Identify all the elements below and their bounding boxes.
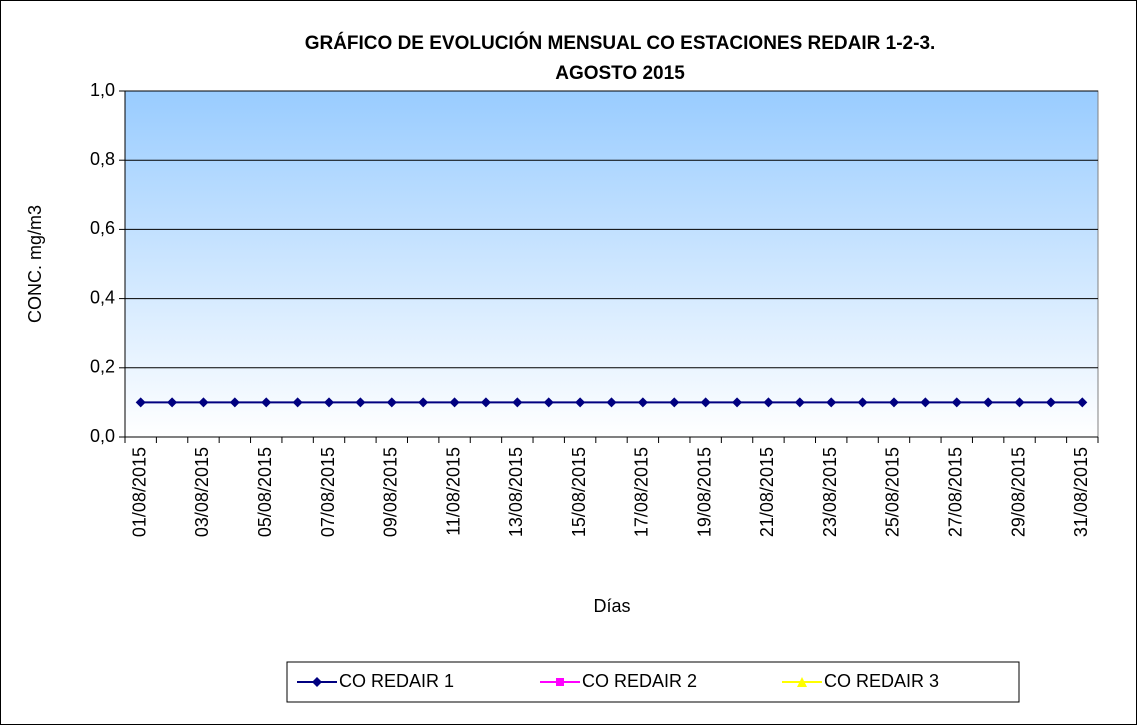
marker [167, 397, 178, 408]
marker [983, 397, 994, 408]
y-axis-title: CONC. mg/m3 [25, 205, 45, 323]
x-tick-label: 07/08/2015 [318, 447, 338, 537]
y-tick-label: 1,0 [90, 80, 115, 100]
marker [857, 397, 868, 408]
marker [449, 397, 460, 408]
marker [512, 397, 523, 408]
x-tick-label: 11/08/2015 [443, 447, 463, 536]
marker [606, 397, 617, 408]
legend-label: CO REDAIR 2 [582, 671, 697, 691]
chart-title: AGOSTO 2015 [555, 63, 685, 84]
plot-area [124, 90, 1099, 438]
marker [732, 397, 743, 408]
legend [286, 661, 1020, 703]
y-tick-label: 0,8 [90, 149, 115, 169]
marker [229, 397, 240, 408]
x-tick-label: 31/08/2015 [1071, 447, 1091, 537]
marker [888, 397, 899, 408]
marker [669, 397, 680, 408]
marker [418, 397, 429, 408]
x-tick-label: 03/08/2015 [192, 447, 212, 537]
y-tick-label: 0,0 [90, 426, 115, 446]
legend-label: CO REDAIR 1 [339, 671, 454, 691]
x-tick-label: 19/08/2015 [694, 447, 714, 537]
marker [292, 397, 303, 408]
marker [355, 397, 366, 408]
marker [575, 397, 586, 408]
marker [700, 397, 711, 408]
marker [386, 397, 397, 408]
marker [920, 397, 931, 408]
x-tick-label: 25/08/2015 [883, 447, 903, 537]
x-tick-label: 27/08/2015 [946, 447, 966, 537]
marker [312, 677, 322, 687]
marker [198, 397, 209, 408]
marker [480, 397, 491, 408]
legend-label: CO REDAIR 3 [824, 671, 939, 691]
x-tick-label: 17/08/2015 [632, 447, 652, 537]
marker [556, 678, 564, 686]
marker [1077, 397, 1088, 408]
x-tick-label: 05/08/2015 [255, 447, 275, 537]
marker [543, 397, 554, 408]
marker [797, 677, 807, 687]
x-tick-label: 23/08/2015 [820, 447, 840, 537]
marker [261, 397, 272, 408]
marker [1014, 397, 1025, 408]
y-tick-label: 0,2 [90, 357, 115, 377]
marker [794, 397, 805, 408]
x-tick-label: 21/08/2015 [757, 447, 777, 537]
x-axis-title: Días [593, 596, 630, 616]
y-tick-label: 0,4 [90, 287, 115, 307]
marker [826, 397, 837, 408]
marker [135, 397, 146, 408]
marker [637, 397, 648, 408]
marker [763, 397, 774, 408]
y-tick-label: 0,6 [90, 218, 115, 238]
x-tick-label: 01/08/2015 [129, 447, 149, 537]
x-tick-label: 09/08/2015 [381, 447, 401, 537]
chart-title: GRÁFICO DE EVOLUCIÓN MENSUAL CO ESTACION… [305, 32, 936, 54]
x-tick-label: 13/08/2015 [506, 447, 526, 537]
marker [324, 397, 335, 408]
x-tick-label: 15/08/2015 [569, 447, 589, 537]
marker [1045, 397, 1056, 408]
marker [951, 397, 962, 408]
x-tick-label: 29/08/2015 [1008, 447, 1028, 537]
